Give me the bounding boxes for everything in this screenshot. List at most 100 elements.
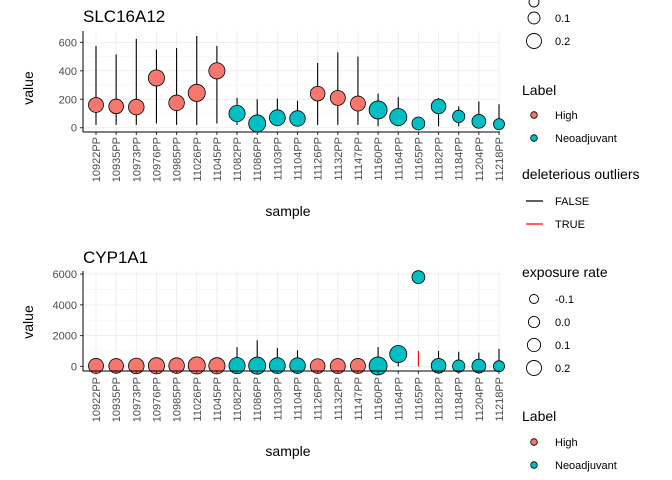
legend-label-neoadjuvant: Neoadjuvant: [555, 133, 617, 145]
range-segments: [95, 35, 500, 127]
data-point: [147, 69, 165, 87]
data-point: [493, 118, 505, 131]
x-tick-label: 11086PP: [252, 137, 264, 181]
data-point: [268, 109, 286, 127]
x-tick-label: 11160PP: [373, 377, 385, 421]
data-point: [248, 114, 267, 133]
x-tick-label: 11082PP: [232, 377, 244, 421]
legend-title: exposure rate: [522, 264, 608, 280]
x-tick-label: 10922PP: [91, 377, 103, 422]
y-tick-label: 0: [71, 361, 77, 373]
x-tick-label: 11160PP: [373, 137, 385, 181]
data-point: [389, 108, 408, 127]
legend-label-high: High: [555, 110, 578, 122]
legend-key-neoadjuvant: [530, 134, 538, 142]
data-point: [248, 356, 267, 375]
x-tick-label: 11103PP: [272, 137, 284, 181]
x-tick-label: 10985PP: [172, 137, 184, 182]
x-tick-label: 11147PP: [353, 377, 365, 421]
legend-size-label: 0.1: [555, 13, 570, 25]
data-point: [187, 83, 206, 102]
x-tick-label: 11045PP: [212, 137, 224, 181]
legend-key-high: [530, 438, 538, 446]
data-point: [187, 356, 206, 375]
x-tick-label: 11132PP: [333, 137, 345, 181]
data-point: [452, 109, 466, 123]
y-tick-label: 0: [71, 123, 77, 135]
panel-title: SLC16A12: [83, 7, 165, 26]
points: [88, 62, 505, 133]
panel-title: CYP1A1: [83, 248, 148, 267]
x-tick-label: 11218PP: [494, 377, 506, 421]
legend-title: deleterious outliers: [522, 166, 640, 182]
legend-size-key: [529, 294, 539, 304]
data-point: [411, 270, 426, 285]
legend-size-label: 0.2: [555, 363, 570, 375]
points: [88, 270, 505, 376]
x-tick-label: 11165PP: [413, 137, 425, 181]
x-tick-label: 11086PP: [252, 377, 264, 421]
legend-size-label: 0.2: [555, 36, 570, 48]
legend-size-key: [527, 315, 541, 329]
legend-size-key: [526, 337, 542, 353]
x-tick-label: 11164PP: [393, 137, 405, 181]
x-tick-label: 11103PP: [272, 377, 284, 421]
legend-label-bottom: Label High Neoadjuvant: [522, 408, 617, 472]
legend-label-false: FALSE: [555, 196, 589, 208]
y-axis-title: value: [20, 71, 36, 105]
x-tick-label: 11045PP: [212, 377, 224, 421]
legend-label-high: High: [555, 437, 578, 449]
x-tick-label: 10976PP: [151, 137, 163, 182]
x-tick-label: 11204PP: [474, 137, 486, 181]
legend-exposure-rate: exposure rate -0.1 0.0 0.1 0.2: [522, 264, 608, 376]
x-tick-label: 11182PP: [434, 377, 446, 421]
panel-slc16a12: SLC16A12 value sample 0 200 400 600 10922PP…: [20, 7, 506, 219]
data-point: [471, 114, 487, 129]
data-point: [411, 116, 426, 131]
y-tick-label: 200: [59, 94, 77, 106]
data-point: [208, 62, 226, 80]
legends: 0.1 0.2 Label High Neoadjuvant deleterio…: [522, 0, 640, 472]
x-ticks: 10922PP 10935PP 10973PP 10976PP 10985PP 11026…: [91, 132, 506, 182]
y-tick-label: 2000: [53, 331, 77, 343]
legend-size-label: 0.1: [555, 340, 570, 352]
data-point: [368, 100, 388, 120]
data-point: [128, 98, 145, 116]
x-tick-label: 11104PP: [293, 137, 305, 181]
x-tick-label: 10935PP: [111, 377, 123, 422]
y-ticks: 0 2000 4000 6000: [53, 269, 83, 373]
x-tick-label: 10973PP: [131, 137, 143, 182]
data-point: [88, 97, 104, 113]
legend-label-neoadjuvant: Neoadjuvant: [555, 460, 617, 472]
legend-size-label: -0.1: [555, 294, 574, 306]
legend-key-neoadjuvant: [530, 461, 538, 469]
x-tick-label: 11126PP: [313, 377, 325, 421]
legend-size-key: [527, 11, 541, 25]
data-point: [289, 110, 306, 127]
x-tick-label: 10922PP: [91, 137, 103, 182]
x-axis-title: sample: [265, 443, 310, 459]
legend-title: Label: [522, 408, 556, 424]
legend-exposure-rate-top: 0.1 0.2: [526, 0, 570, 49]
data-point: [430, 98, 447, 115]
y-tick-label: 600: [59, 37, 77, 49]
legend-size-label: 0.0: [555, 317, 570, 329]
x-tick-label: 11165PP: [413, 377, 425, 421]
y-ticks: 0 200 400 600: [59, 37, 83, 135]
y-tick-label: 400: [59, 66, 77, 78]
x-tick-label: 11182PP: [434, 137, 446, 181]
x-tick-label: 11104PP: [293, 377, 305, 421]
legend-label-top: Label High Neoadjuvant: [522, 82, 617, 145]
data-point: [493, 360, 505, 373]
x-tick-label: 11082PP: [232, 137, 244, 181]
x-tick-label: 11147PP: [353, 137, 365, 181]
x-tick-label: 11204PP: [474, 377, 486, 421]
data-point: [389, 345, 408, 364]
x-tick-label: 11164PP: [393, 377, 405, 421]
x-tick-label: 11026PP: [192, 377, 204, 421]
x-tick-label: 10976PP: [151, 377, 163, 422]
gridlines: [83, 271, 500, 371]
x-tick-label: 10973PP: [131, 377, 143, 422]
panel-cyp1a1: CYP1A1 value sample 0 2000 4000 6000 10922P…: [20, 248, 506, 459]
x-tick-label: 11184PP: [454, 377, 466, 421]
